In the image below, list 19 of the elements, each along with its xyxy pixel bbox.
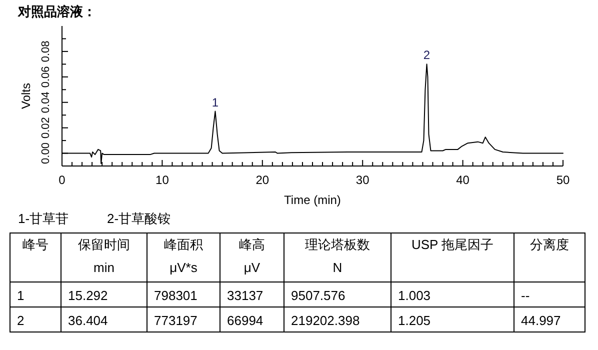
chart-title: 对照品溶液：	[17, 4, 96, 19]
x-tick-label: 20	[256, 173, 270, 187]
x-tick-label: 0	[58, 173, 66, 187]
text: 2-甘草酸铵	[107, 211, 171, 226]
y-tick-label: 0.00	[40, 142, 52, 164]
x-tick-label: 10	[156, 173, 170, 187]
table: 峰号 保留时间 min 峰面积 μV*s 峰高 μV 理论塔板数 N USP 拖尾因子 分离度 1 15.292 798301 33137 9507.576 1.003 -- 2 36.404 773197 66994 219202.398 1.205 44.997	[10, 232, 586, 332]
text: 1-甘草苷	[18, 211, 69, 226]
annotation: 1	[212, 95, 219, 110]
annotation: 2	[423, 48, 430, 62]
y-tick-label: 0.04	[40, 92, 52, 114]
y-axis-title: Volts	[19, 82, 33, 110]
x-tick-label: 40	[456, 173, 470, 187]
x-axis-title: Time (min)	[284, 193, 341, 207]
x-tick-label: 50	[556, 173, 570, 187]
y-tick-label: 0.02	[40, 117, 52, 139]
x-tick-label: 30	[356, 173, 370, 187]
y-tick-label: 0.06	[40, 66, 52, 88]
y-tick-label: 0.08	[40, 40, 52, 62]
